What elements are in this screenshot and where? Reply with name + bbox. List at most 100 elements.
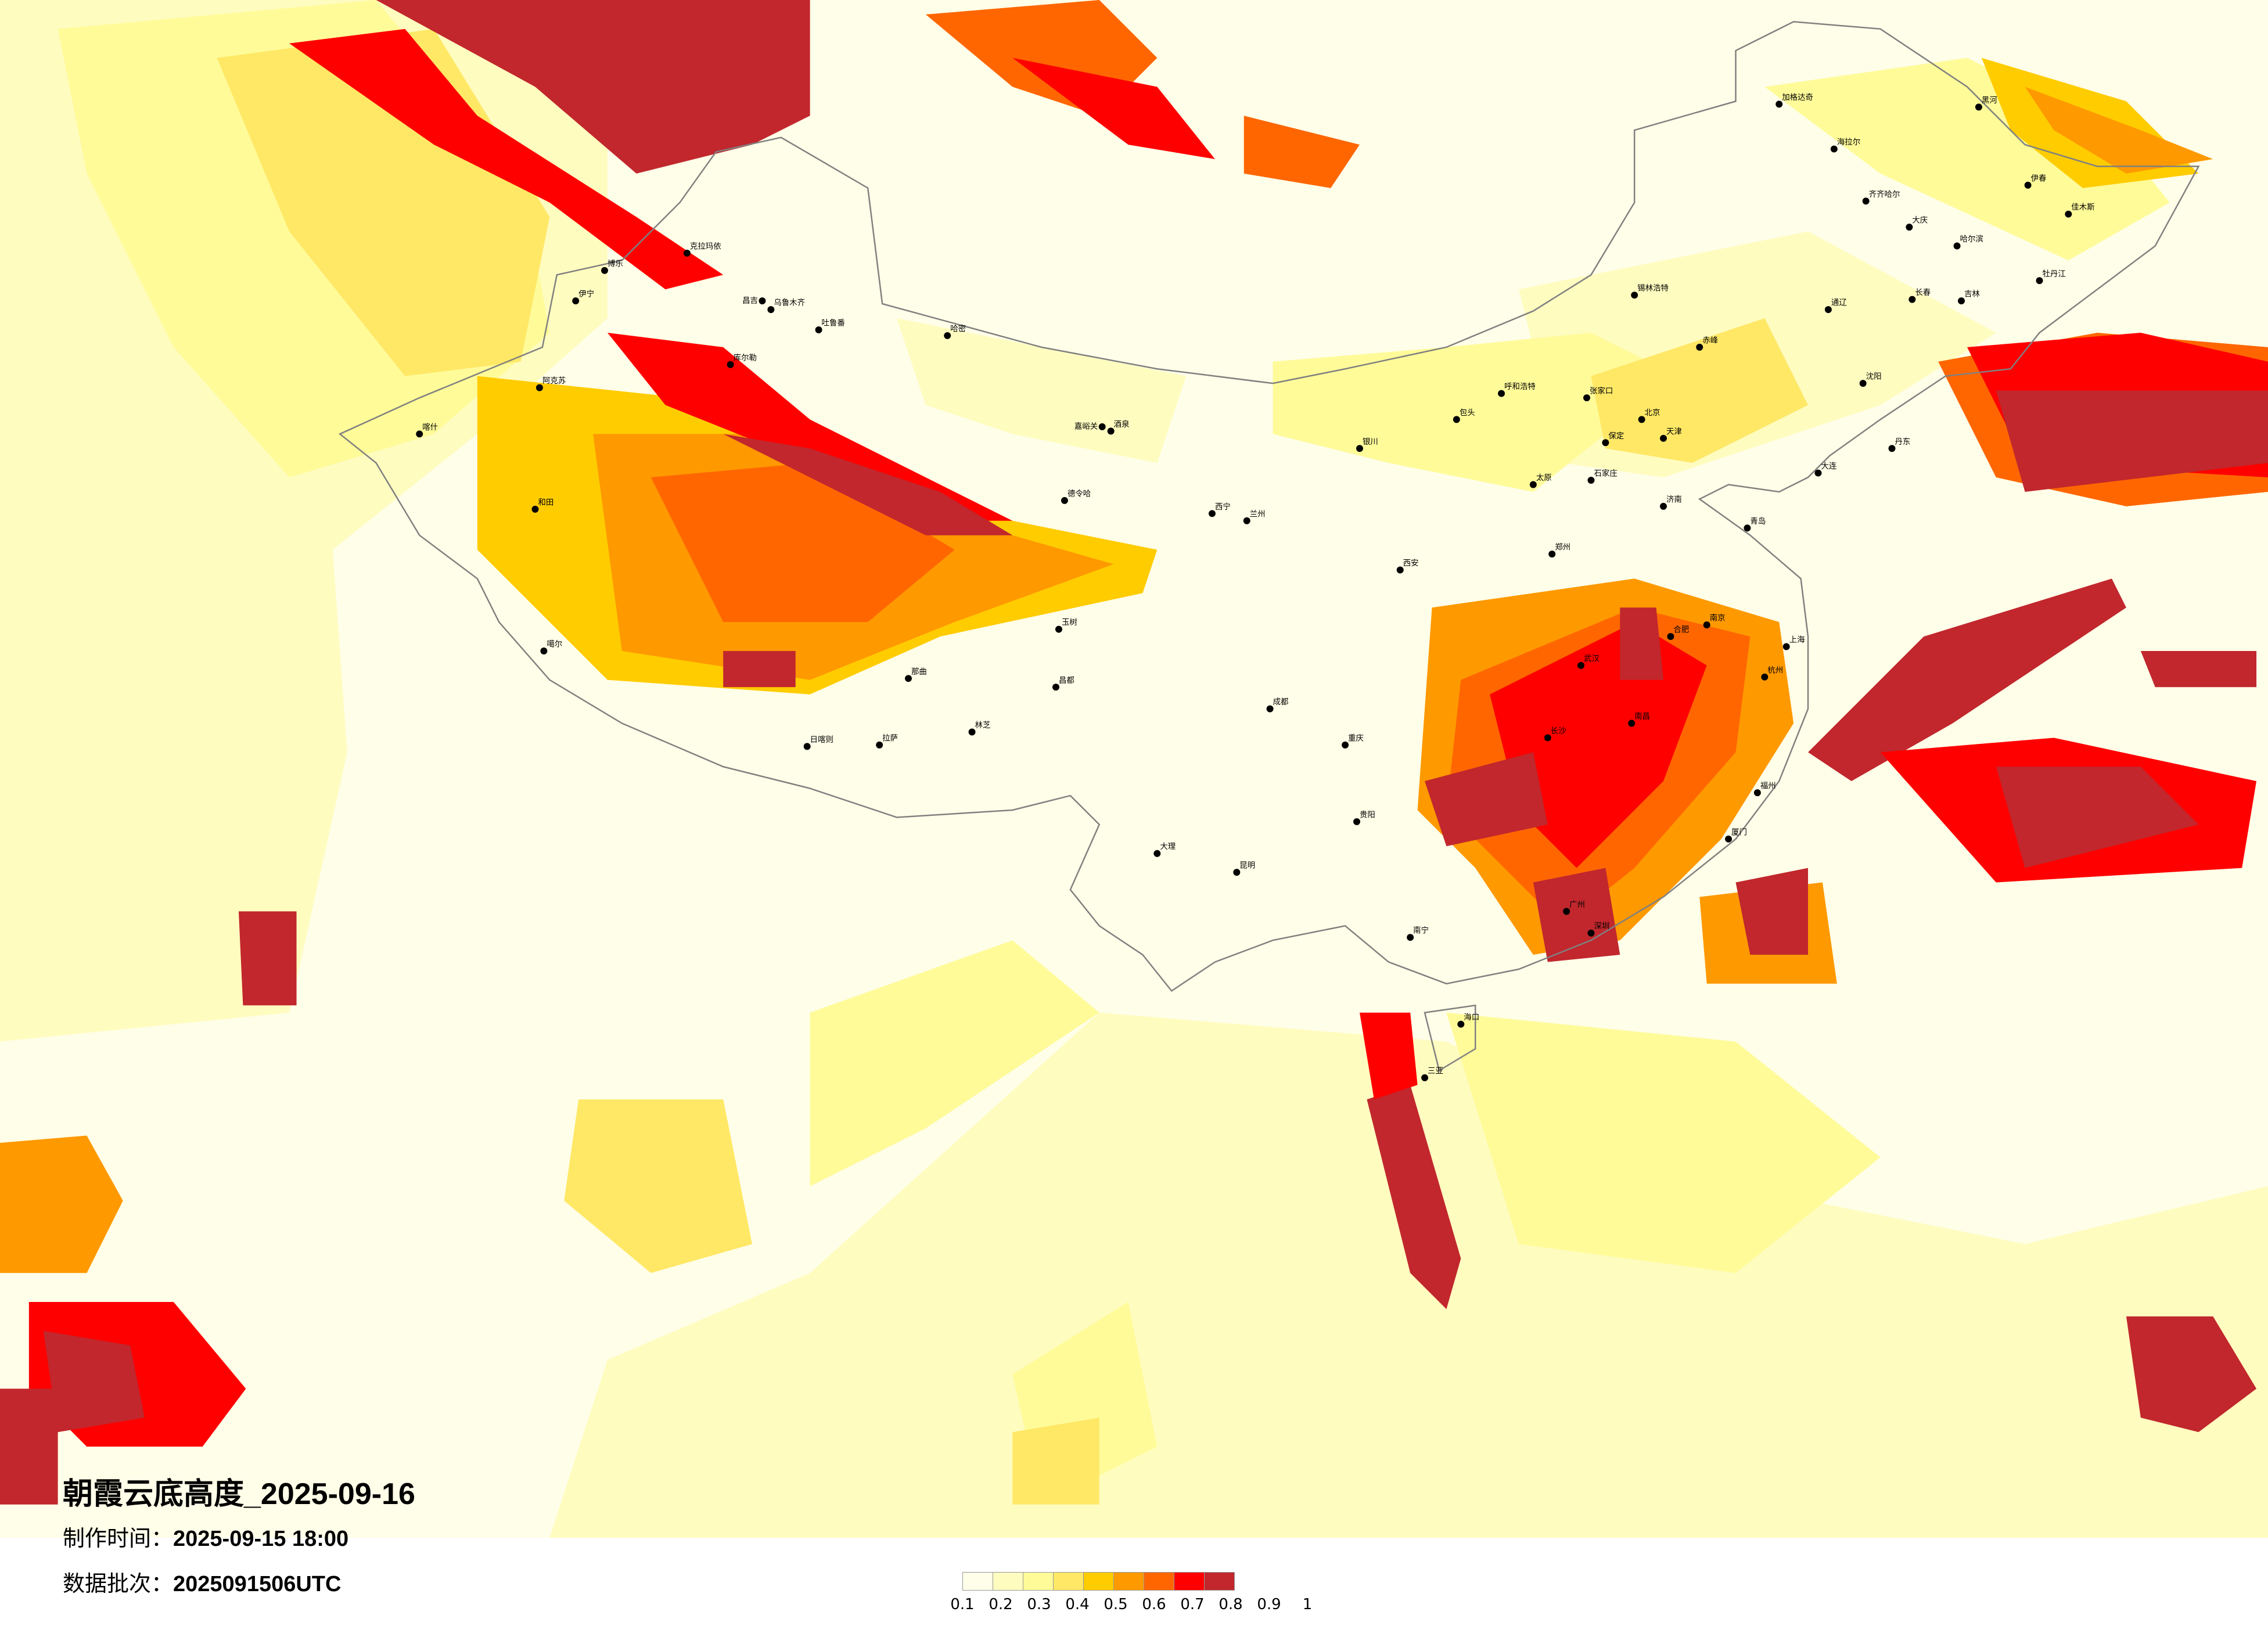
city-marker: 乌鲁木齐 xyxy=(767,298,805,314)
heat-region xyxy=(2025,87,2213,174)
legend-swatch xyxy=(1113,1572,1144,1591)
city-dot xyxy=(1667,633,1674,641)
city-label: 青岛 xyxy=(1750,517,1766,526)
city-dot xyxy=(1638,416,1645,423)
city-dot xyxy=(540,647,548,654)
city-label: 石家庄 xyxy=(1594,469,1617,479)
city-dot xyxy=(1753,789,1761,797)
city-label: 北京 xyxy=(1645,408,1660,418)
heat-region xyxy=(1360,1012,1418,1100)
city-marker: 厦门 xyxy=(1725,828,1747,843)
production-time-label: 制作时间： xyxy=(63,1526,174,1551)
city-marker: 阿克苏 xyxy=(535,376,566,391)
heat-region xyxy=(1996,390,2268,492)
city-dot xyxy=(1457,1020,1465,1028)
city-dot xyxy=(572,297,580,305)
city-label: 南昌 xyxy=(1634,712,1650,721)
city-marker: 合肥 xyxy=(1667,625,1689,641)
city-label: 阿克苏 xyxy=(542,376,566,386)
city-label: 牡丹江 xyxy=(2042,269,2065,279)
color-legend xyxy=(962,1572,1235,1591)
city-marker: 西安 xyxy=(1396,559,1419,574)
city-marker: 伊宁 xyxy=(572,289,594,305)
city-marker: 玉树 xyxy=(1055,618,1077,633)
city-label: 大庆 xyxy=(1912,216,1928,225)
heat-region xyxy=(723,434,1013,535)
city-label: 伊春 xyxy=(2031,174,2047,183)
city-dot xyxy=(1209,510,1216,517)
city-marker: 济南 xyxy=(1660,495,1682,510)
city-label: 昌都 xyxy=(1059,676,1074,685)
city-marker: 通辽 xyxy=(1824,298,1847,314)
city-dot xyxy=(1396,566,1404,574)
city-dot xyxy=(1958,297,1965,305)
city-label: 上海 xyxy=(1789,635,1805,645)
heat-region xyxy=(0,1135,123,1274)
city-label: 郑州 xyxy=(1555,543,1570,552)
city-label: 海拉尔 xyxy=(1837,138,1860,147)
city-marker: 哈尔滨 xyxy=(1953,235,1983,250)
city-marker: 石家庄 xyxy=(1587,469,1618,484)
city-dot xyxy=(1975,103,1982,111)
city-dot xyxy=(1098,423,1106,430)
city-label: 日喀则 xyxy=(810,735,833,744)
city-marker: 长春 xyxy=(1908,288,1931,303)
legend-tick-label: 0.2 xyxy=(989,1596,1013,1613)
city-marker: 拉萨 xyxy=(876,733,898,749)
city-dot xyxy=(905,675,912,682)
city-dot xyxy=(1862,197,1870,205)
city-dot xyxy=(1888,445,1896,452)
city-dot xyxy=(767,306,775,314)
city-label: 通辽 xyxy=(1831,298,1847,308)
city-dot xyxy=(968,728,976,736)
city-marker: 库尔勒 xyxy=(727,353,757,368)
city-dot xyxy=(1660,502,1667,510)
city-dot xyxy=(1660,434,1667,442)
city-label: 大理 xyxy=(1160,842,1176,851)
city-marker: 海口 xyxy=(1457,1013,1479,1028)
heat-region xyxy=(1591,318,1809,463)
city-marker: 青岛 xyxy=(1744,517,1766,532)
city-dot xyxy=(1628,720,1636,727)
legend-swatch xyxy=(1023,1572,1054,1591)
production-time-value: 2025-09-15 18:00 xyxy=(173,1527,349,1551)
legend-labels: 0.1 0.2 0.3 0.4 0.5 0.6 0.7 0.8 0.9 1 xyxy=(950,1596,1324,1619)
city-dot xyxy=(1703,621,1710,629)
city-dot xyxy=(2036,277,2043,285)
city-label: 呼和浩特 xyxy=(1504,382,1536,391)
city-marker: 德令哈 xyxy=(1061,489,1091,504)
legend-tick-label: 1 xyxy=(1302,1596,1313,1613)
production-time: 制作时间：2025-09-15 18:00 xyxy=(63,1520,348,1552)
legend-tick-label: 0.9 xyxy=(1257,1596,1281,1613)
city-dot xyxy=(1577,661,1585,669)
city-label: 赤峰 xyxy=(1702,336,1718,345)
city-dot xyxy=(759,297,766,305)
city-label: 锡林浩特 xyxy=(1637,284,1669,293)
legend-tick-label: 0.6 xyxy=(1142,1596,1166,1613)
city-dot xyxy=(1548,551,1556,558)
city-label: 包头 xyxy=(1460,408,1475,418)
city-dot xyxy=(803,743,811,750)
city-label: 加格达奇 xyxy=(1782,92,1813,102)
city-dot xyxy=(2065,210,2072,218)
city-marker: 大理 xyxy=(1153,842,1176,857)
city-dot xyxy=(1906,224,1913,231)
city-label: 伊宁 xyxy=(578,289,594,299)
heat-region xyxy=(1012,1418,1099,1505)
city-dot xyxy=(1498,390,1505,397)
city-label: 佳木斯 xyxy=(2071,203,2094,212)
city-marker: 昌吉 xyxy=(742,296,766,305)
city-label: 那曲 xyxy=(911,667,927,677)
city-marker: 太原 xyxy=(1529,473,1552,488)
city-label: 哈尔滨 xyxy=(1960,235,1983,244)
city-label: 成都 xyxy=(1273,697,1289,707)
city-marker: 重庆 xyxy=(1342,733,1364,749)
city-label: 西宁 xyxy=(1215,502,1231,512)
legend-swatch xyxy=(1174,1572,1205,1591)
city-dot xyxy=(1407,934,1414,941)
city-dot xyxy=(1055,625,1062,633)
city-label: 德令哈 xyxy=(1067,489,1091,498)
heat-region xyxy=(1533,868,1620,962)
heat-region xyxy=(810,940,1099,1186)
